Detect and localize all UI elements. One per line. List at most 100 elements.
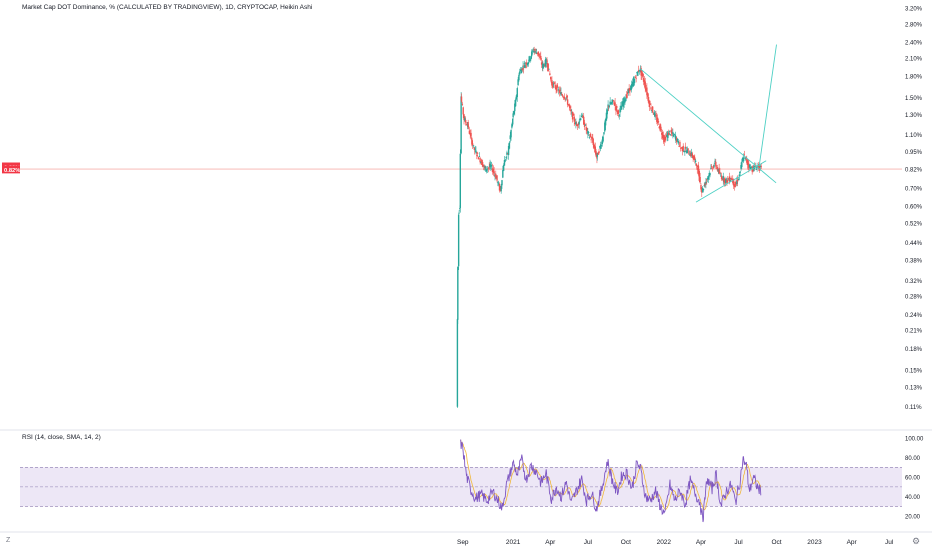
candle-body: [511, 124, 513, 128]
candle-body: [484, 166, 486, 169]
candle-body: [587, 130, 589, 134]
candle-body: [553, 82, 556, 84]
rsi-line: [460, 439, 762, 523]
candle-body: [566, 95, 568, 98]
candle-body: [552, 82, 554, 88]
candle-body: [717, 168, 720, 172]
candle-body: [715, 161, 717, 167]
candle-body: [675, 137, 678, 142]
candle-body: [710, 167, 712, 169]
candle-body: [457, 214, 460, 267]
candle-body: [651, 110, 653, 112]
candle-body: [743, 154, 746, 156]
candle-body: [535, 49, 537, 51]
price-axis-tick-label: 1.30%: [905, 113, 923, 119]
candle-body: [510, 129, 512, 138]
candle-body: [684, 146, 687, 149]
candle-body: [471, 138, 473, 145]
price-axis-tick-label: 3.20%: [905, 7, 923, 13]
candle-body: [461, 103, 464, 105]
candle-body: [515, 95, 518, 100]
time-axis-tick-label: Apr: [847, 539, 858, 546]
candle-body: [496, 175, 498, 181]
candle-body: [616, 105, 618, 109]
candle-body: [748, 164, 750, 168]
candle-body: [663, 137, 666, 139]
candle-body: [525, 63, 527, 65]
candle-body: [596, 152, 599, 157]
candle-body: [528, 56, 530, 61]
candle-body: [720, 175, 722, 177]
candle-body: [713, 165, 715, 167]
candle-body: [601, 139, 604, 144]
candle-body: [512, 118, 514, 125]
candle-body: [508, 142, 511, 149]
candle-body: [607, 104, 609, 110]
time-axis-tick-label: 2022: [657, 539, 672, 546]
candle-body: [559, 89, 561, 92]
candle-body: [739, 171, 741, 173]
candle-body: [676, 138, 679, 141]
candle-body: [649, 103, 651, 105]
candle-body: [497, 183, 500, 185]
settings-gear-icon[interactable]: ⚙: [912, 536, 921, 546]
candle-body: [555, 87, 557, 90]
price-badge: [2, 165, 20, 174]
candle-body: [579, 118, 581, 120]
candle-body: [744, 156, 746, 159]
candle-body: [727, 178, 729, 180]
candle-body: [490, 165, 492, 167]
candle-body: [735, 183, 737, 185]
candle-body: [746, 158, 748, 163]
rsi-indicator-title[interactable]: RSI (14, close, SMA, 14, 2): [22, 434, 101, 441]
candle-body: [699, 177, 701, 183]
price-axis-tick-label: 0.15%: [905, 369, 923, 375]
candle-body: [521, 68, 523, 71]
candle-body: [573, 116, 575, 122]
candle-body: [634, 76, 637, 78]
candle-body: [755, 169, 757, 171]
candle-body: [589, 133, 592, 137]
candle-body: [737, 179, 740, 181]
candle-body: [467, 126, 470, 128]
candle-body: [616, 110, 619, 115]
candle-body: [718, 168, 720, 174]
candle-body: [519, 69, 522, 72]
candle-body: [460, 96, 462, 154]
candle-body: [592, 142, 595, 148]
rsi-axis-tick-label: 80.00: [905, 456, 921, 462]
timezone-toggle-button[interactable]: Z: [6, 537, 11, 544]
candle-body: [725, 178, 727, 181]
candle-body: [502, 165, 505, 171]
candle-body: [505, 157, 507, 158]
candle-body: [615, 106, 617, 111]
candle-body: [748, 164, 751, 167]
candle-body: [619, 108, 621, 113]
candle-body: [498, 184, 501, 191]
candle-body: [656, 117, 659, 124]
candle-body: [671, 132, 673, 134]
candle-body: [507, 145, 510, 156]
candle-body: [552, 83, 555, 85]
candle-body: [519, 71, 521, 75]
candle-body: [701, 188, 703, 193]
candle-body: [539, 56, 541, 58]
candle-body: [639, 69, 641, 70]
candle-body: [704, 183, 706, 186]
candle-body: [577, 123, 580, 126]
price-axis-tick-label: 0.11%: [905, 405, 922, 411]
candle-body: [569, 106, 571, 109]
candle-body: [637, 71, 639, 76]
candle-body: [673, 134, 675, 137]
candle-body: [459, 153, 462, 208]
candle-body: [729, 180, 731, 182]
candle-body: [642, 73, 644, 77]
candle-body: [651, 106, 654, 113]
candle-body: [474, 148, 476, 150]
candle-body: [534, 50, 536, 53]
candle-body: [724, 178, 726, 184]
candle-body: [547, 63, 549, 71]
candle-body: [497, 182, 499, 184]
candle-body: [590, 139, 592, 141]
